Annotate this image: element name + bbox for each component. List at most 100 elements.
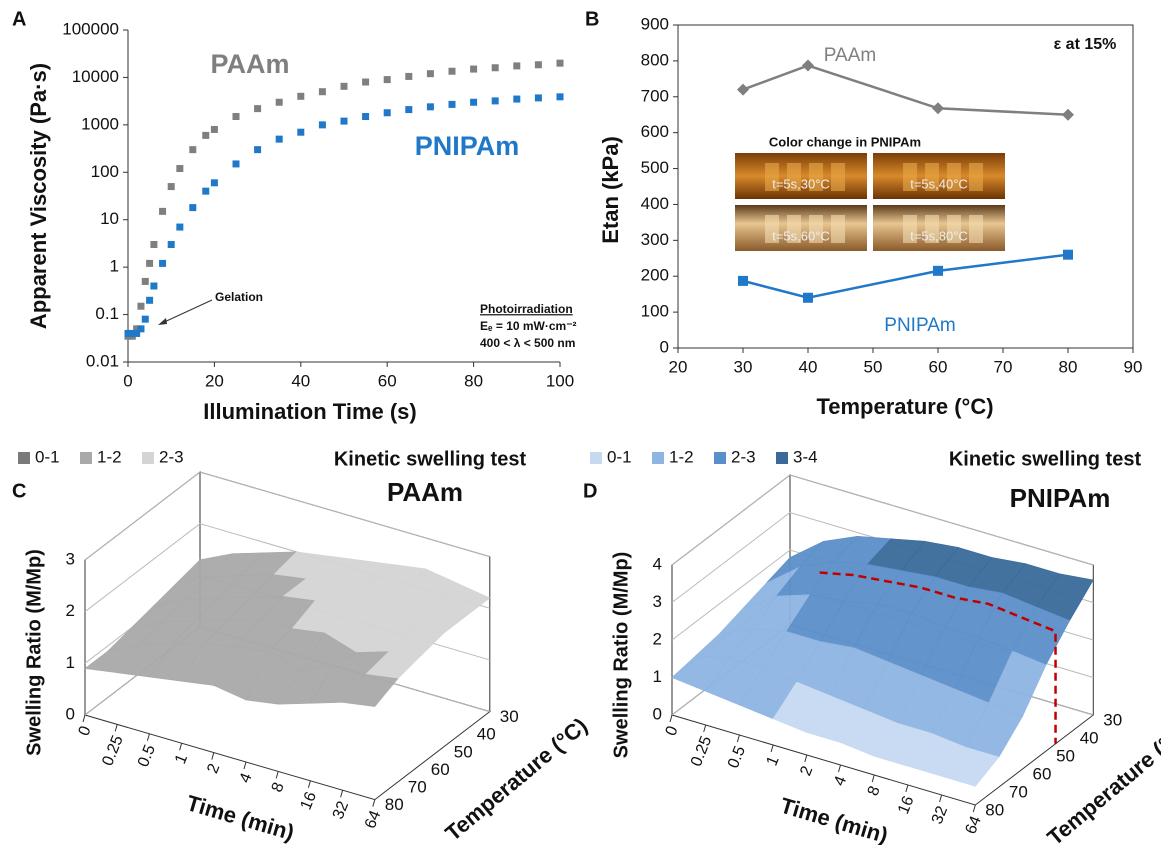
legend-label: 0-1 — [35, 447, 60, 466]
photo-label: t=5s,40°C — [910, 176, 968, 191]
x-tick-label: 0.25 — [99, 733, 126, 768]
y-tick-label: 300 — [641, 230, 669, 249]
data-point — [137, 302, 145, 310]
data-point — [128, 329, 136, 337]
x-tick-label: 100 — [546, 371, 574, 390]
y-tick-label: 50 — [1056, 746, 1075, 765]
data-point — [146, 296, 154, 304]
x-tick-label: 8 — [865, 784, 884, 799]
legend-swatch — [142, 452, 154, 464]
transition-line — [819, 571, 1057, 744]
x-tick-label: 32 — [929, 804, 951, 827]
z-tick-label: 4 — [653, 554, 662, 573]
data-point — [146, 259, 154, 267]
z-axis-title: Swelling Ratio (M/Mp) — [23, 549, 45, 756]
x-tick-label: 0.5 — [725, 744, 749, 771]
y-tick-label: 80 — [385, 795, 404, 814]
chart-title: PNIPAm — [1010, 483, 1111, 513]
z-axis-title: Swelling Ratio (M/Mp) — [610, 552, 632, 759]
x-axis-title: Illumination Time (s) — [203, 399, 417, 424]
y-tick-label: 500 — [641, 158, 669, 177]
legend-swatch — [80, 452, 92, 464]
y-tick-label: 0 — [660, 337, 669, 356]
data-point — [133, 325, 141, 333]
x-tick-label: 0 — [663, 724, 682, 739]
photo-detail — [765, 163, 779, 191]
data-point — [297, 128, 305, 136]
data-point — [426, 103, 434, 111]
data-point — [150, 282, 158, 290]
x-tick-label: 2 — [797, 764, 816, 779]
data-point — [176, 165, 184, 173]
y-tick-label: 100000 — [62, 19, 119, 38]
x-tick-label: 50 — [864, 357, 883, 376]
x-tick-label: 0.25 — [688, 734, 715, 769]
data-point — [254, 146, 262, 154]
y-tick-label: 80 — [985, 800, 1004, 819]
photo-detail — [969, 163, 983, 191]
panel-letter: C — [12, 480, 26, 502]
legend-swatch — [714, 452, 726, 464]
photo-detail — [903, 215, 917, 243]
x-tick-label: 30 — [734, 357, 753, 376]
marker — [933, 265, 943, 276]
x-tick-label: 70 — [994, 357, 1013, 376]
photo-detail — [809, 215, 823, 243]
photo-detail — [765, 215, 779, 243]
x-tick-label: 20 — [205, 371, 224, 390]
legend-label: 1-2 — [669, 447, 694, 466]
photo-detail — [787, 215, 801, 243]
data-point — [254, 105, 262, 113]
marker — [738, 275, 748, 286]
x-tick — [770, 744, 774, 753]
x-tick — [871, 774, 875, 783]
y-tick-label: 100 — [641, 302, 669, 321]
data-point — [275, 135, 283, 143]
x-tick — [275, 771, 279, 779]
series-label: PAAm — [824, 45, 876, 66]
y-tick-label: 900 — [641, 14, 669, 33]
data-point — [275, 98, 283, 106]
x-tick-label: 60 — [378, 371, 397, 390]
z-tick-label: 3 — [66, 549, 75, 568]
x-tick — [211, 752, 215, 760]
y-tick-label: 600 — [641, 122, 669, 141]
y-tick-label: 200 — [641, 266, 669, 285]
y-tick-label: 30 — [500, 707, 519, 726]
arrow-head — [158, 318, 167, 325]
marker — [1063, 249, 1073, 260]
x-tick — [703, 724, 707, 733]
x-tick-label: 80 — [1059, 357, 1078, 376]
surface-patch — [342, 674, 399, 707]
data-point — [534, 61, 542, 69]
data-point — [202, 131, 210, 139]
x-tick — [905, 784, 909, 793]
x-tick — [736, 734, 740, 743]
x-tick — [972, 804, 976, 813]
x-tick-label: 64 — [362, 808, 384, 831]
marker — [803, 292, 813, 303]
legend-swatch — [590, 452, 602, 464]
chart-subtitle: Kinetic swelling test — [334, 448, 527, 470]
series-label: PAAm — [210, 49, 289, 79]
y-tick-label: 60 — [431, 760, 450, 779]
data-point — [141, 315, 149, 323]
x-tick-label: 1 — [764, 754, 783, 769]
y-tick-label: 800 — [641, 50, 669, 69]
marker — [737, 83, 749, 96]
photo-label: t=5s,80°C — [910, 228, 968, 243]
data-point — [141, 277, 149, 285]
grid-line — [671, 474, 1094, 566]
legend-label: 2-3 — [731, 447, 756, 466]
axis-line — [127, 30, 560, 363]
x-tick — [804, 754, 808, 763]
x-tick-label: 20 — [669, 357, 688, 376]
x-tick-label: 16 — [298, 789, 320, 812]
data-point — [556, 59, 564, 67]
photo-detail — [831, 163, 845, 191]
x-tick — [340, 790, 344, 798]
y-axis-title: Etan (kPa) — [598, 136, 623, 244]
data-point — [470, 98, 478, 106]
